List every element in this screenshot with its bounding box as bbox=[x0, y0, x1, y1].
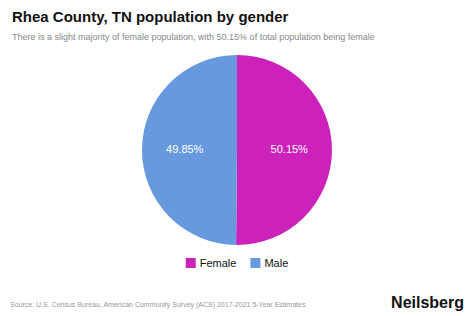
data-label: 49.85% bbox=[166, 143, 204, 155]
pie-slice bbox=[142, 55, 237, 245]
brand: Neilsberg bbox=[391, 294, 464, 311]
source-note: Source: U.S. Census Bureau, American Com… bbox=[10, 301, 306, 309]
legend-item: Female bbox=[186, 257, 237, 269]
legend: Female Male bbox=[186, 257, 289, 269]
title: Rhea County, TN population by gender bbox=[12, 8, 289, 25]
pie-slice bbox=[236, 55, 332, 245]
legend-swatch bbox=[250, 258, 260, 268]
legend-label: Male bbox=[264, 257, 288, 269]
legend-label: Female bbox=[200, 257, 237, 269]
data-label: 50.15% bbox=[271, 143, 309, 155]
data-labels: 50.15% 49.85% bbox=[166, 143, 308, 155]
legend-item: Male bbox=[250, 257, 288, 269]
pie bbox=[142, 55, 332, 245]
subtitle: There is a slight majority of female pop… bbox=[12, 32, 375, 42]
chart-root: Rhea County, TN population by gender Ther… bbox=[0, 0, 474, 316]
legend-swatch bbox=[186, 258, 196, 268]
